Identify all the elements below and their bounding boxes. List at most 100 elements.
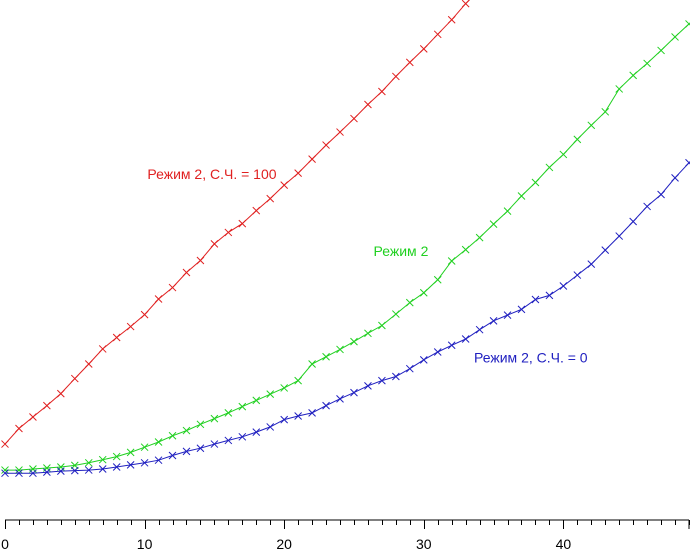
series-0-point	[84, 360, 93, 368]
series-1-point	[573, 135, 582, 144]
x-tick-label: 30	[416, 536, 432, 551]
series-2-point	[405, 364, 414, 373]
series-2-point	[280, 415, 289, 424]
series-0-point	[182, 268, 191, 277]
series-0-point	[266, 194, 275, 203]
series-1-point	[84, 458, 93, 467]
series-1-point	[210, 414, 219, 423]
x-tick-label: 40	[556, 536, 572, 551]
series-2-point	[29, 469, 37, 478]
series-1-point	[461, 245, 470, 254]
series-1-point	[615, 85, 624, 93]
series-2-point	[154, 456, 163, 465]
series-1-point	[182, 426, 191, 435]
series-0-point	[15, 424, 23, 433]
series-2-point	[671, 173, 679, 182]
series-1-point	[364, 329, 372, 338]
series-2-point	[601, 246, 610, 254]
series-0-point	[154, 295, 163, 303]
series-0-point	[378, 87, 386, 96]
series-2-point	[364, 381, 372, 390]
series-0-point	[1, 440, 9, 448]
series-2-point	[489, 316, 498, 325]
series-2-point	[350, 388, 358, 397]
x-tick-label: 10	[137, 536, 153, 551]
series-2-point	[378, 376, 386, 385]
series-2-point	[168, 451, 177, 460]
series-1-point	[112, 452, 121, 461]
series-2-point	[126, 461, 135, 469]
x-axis: 0 10 20 30 40	[1, 519, 690, 551]
series-2-point	[15, 469, 23, 478]
series-1-point	[252, 396, 261, 405]
series-1-point	[266, 390, 275, 399]
series-2-point	[43, 468, 51, 477]
series-1-point	[629, 71, 638, 80]
series-1-point	[294, 376, 302, 385]
series-2-point	[685, 158, 690, 167]
series-0-point	[322, 141, 330, 149]
series-2-point	[1, 469, 9, 478]
series-2-point	[294, 412, 302, 420]
series-1-line	[5, 23, 690, 471]
series-2-point	[336, 394, 344, 403]
series-0-point	[405, 58, 414, 67]
series-2-point	[210, 440, 219, 448]
series-0-point	[364, 100, 372, 109]
series-2-point	[56, 467, 65, 475]
x-tick-label: 20	[276, 536, 292, 551]
series-2-point	[98, 465, 107, 473]
series-1-point	[336, 345, 344, 354]
series-0-point	[280, 181, 289, 189]
series-1-point	[1, 466, 9, 474]
series-1-point	[419, 288, 428, 297]
series-2	[1, 158, 690, 478]
series-0-point	[252, 206, 261, 215]
series-label-2: Режим 2, С.Ч. = 0	[474, 349, 588, 365]
series-1-point	[671, 33, 679, 41]
series-0-point	[447, 15, 456, 24]
series-1-point	[531, 178, 540, 187]
series-2-point	[629, 217, 638, 226]
series-1-point	[447, 257, 456, 265]
series-1	[1, 20, 690, 474]
series-0-point	[112, 333, 121, 342]
series-0-point	[140, 310, 149, 319]
series-1-point	[98, 455, 107, 464]
x-tick-label: 0	[1, 536, 9, 551]
series-0	[1, 0, 470, 448]
series-0-point	[294, 169, 302, 178]
series-label-1: Режим 2	[374, 243, 429, 259]
series-2-point	[266, 423, 275, 431]
series-1-point	[308, 360, 316, 368]
series-2-point	[196, 444, 205, 453]
series-0-point	[196, 256, 205, 265]
series-2-point	[322, 401, 330, 410]
series-1-point	[140, 443, 149, 452]
series-0-point	[29, 413, 37, 421]
series-2-point	[238, 432, 247, 441]
series-layer	[1, 0, 690, 478]
series-0-point	[238, 219, 247, 228]
series-2-point	[419, 355, 428, 364]
series-2-point	[615, 232, 624, 240]
series-1-point	[392, 310, 400, 318]
series-2-point	[475, 325, 484, 334]
series-1-point	[517, 192, 526, 200]
series-1-point	[685, 20, 690, 28]
series-0-point	[392, 72, 400, 81]
series-2-point	[545, 291, 554, 300]
series-1-point	[350, 337, 358, 346]
series-1-point	[545, 163, 554, 172]
series-1-point	[405, 298, 414, 307]
series-2-point	[643, 202, 651, 211]
series-2-point	[531, 295, 540, 304]
series-label-0: Режим 2, С.Ч. = 100	[147, 166, 276, 182]
series-2-point	[84, 466, 93, 474]
series-0-point	[168, 283, 177, 292]
series-0-point	[56, 389, 65, 398]
series-2-point	[657, 190, 665, 199]
series-0-point	[308, 155, 316, 163]
series-1-point	[322, 352, 330, 361]
